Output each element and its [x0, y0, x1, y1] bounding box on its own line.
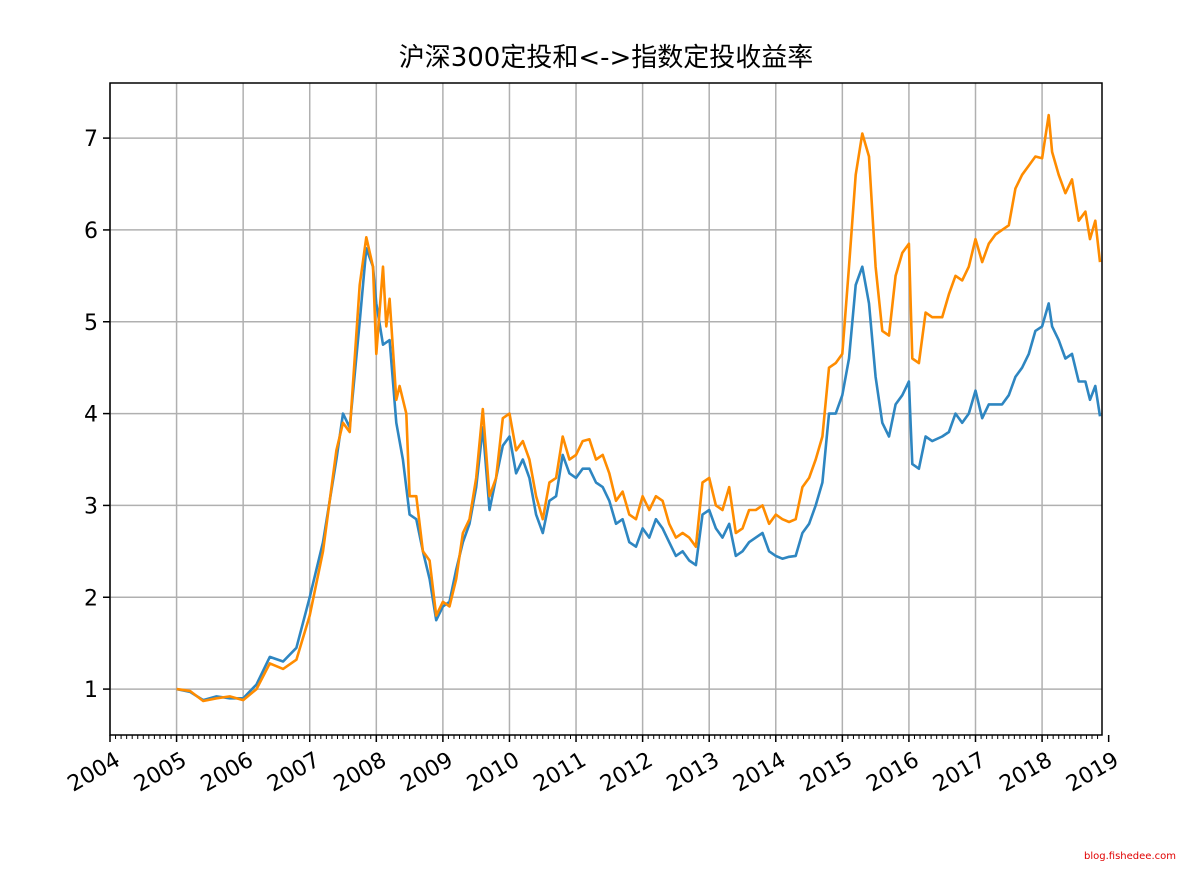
- y-tick-label: 2: [84, 586, 98, 611]
- series-layer: [176, 113, 1102, 703]
- x-tick-label: 2005: [130, 748, 191, 798]
- y-tick-label: 1: [84, 678, 98, 703]
- x-tick-label: 2006: [197, 748, 258, 798]
- chart-title: 沪深300定投和<->指数定投收益率: [399, 43, 814, 73]
- y-tick-label: 3: [84, 494, 98, 519]
- x-tick-label: 2017: [929, 748, 990, 798]
- x-tick-label: 2019: [1062, 748, 1123, 798]
- plot-frame: [109, 82, 1103, 736]
- x-tick-label: 2009: [396, 748, 457, 798]
- x-tick-label: 2018: [996, 748, 1057, 798]
- x-tick-label: 2010: [463, 748, 524, 798]
- watermark: blog.fishedee.com: [1084, 851, 1176, 862]
- x-tick-label: 2007: [263, 748, 324, 798]
- y-tick-label: 7: [84, 127, 98, 152]
- x-tick-label: 2012: [596, 748, 657, 798]
- x-tick-label: 2011: [530, 748, 591, 798]
- x-tick-label: 2013: [663, 748, 724, 798]
- y-tick-label: 4: [84, 403, 98, 428]
- x-tick-label: 2004: [64, 748, 125, 798]
- x-tick-label: 2008: [330, 748, 391, 798]
- grid: [109, 83, 1102, 735]
- y-tick-label: 6: [84, 219, 98, 244]
- x-tick-label: 2016: [863, 748, 924, 798]
- series-line-2: [176, 113, 1102, 703]
- y-tick-label: 5: [84, 311, 98, 336]
- x-tick-label: 2014: [729, 748, 790, 798]
- series-line-1: [176, 247, 1102, 702]
- x-tick-label: 2015: [796, 748, 857, 798]
